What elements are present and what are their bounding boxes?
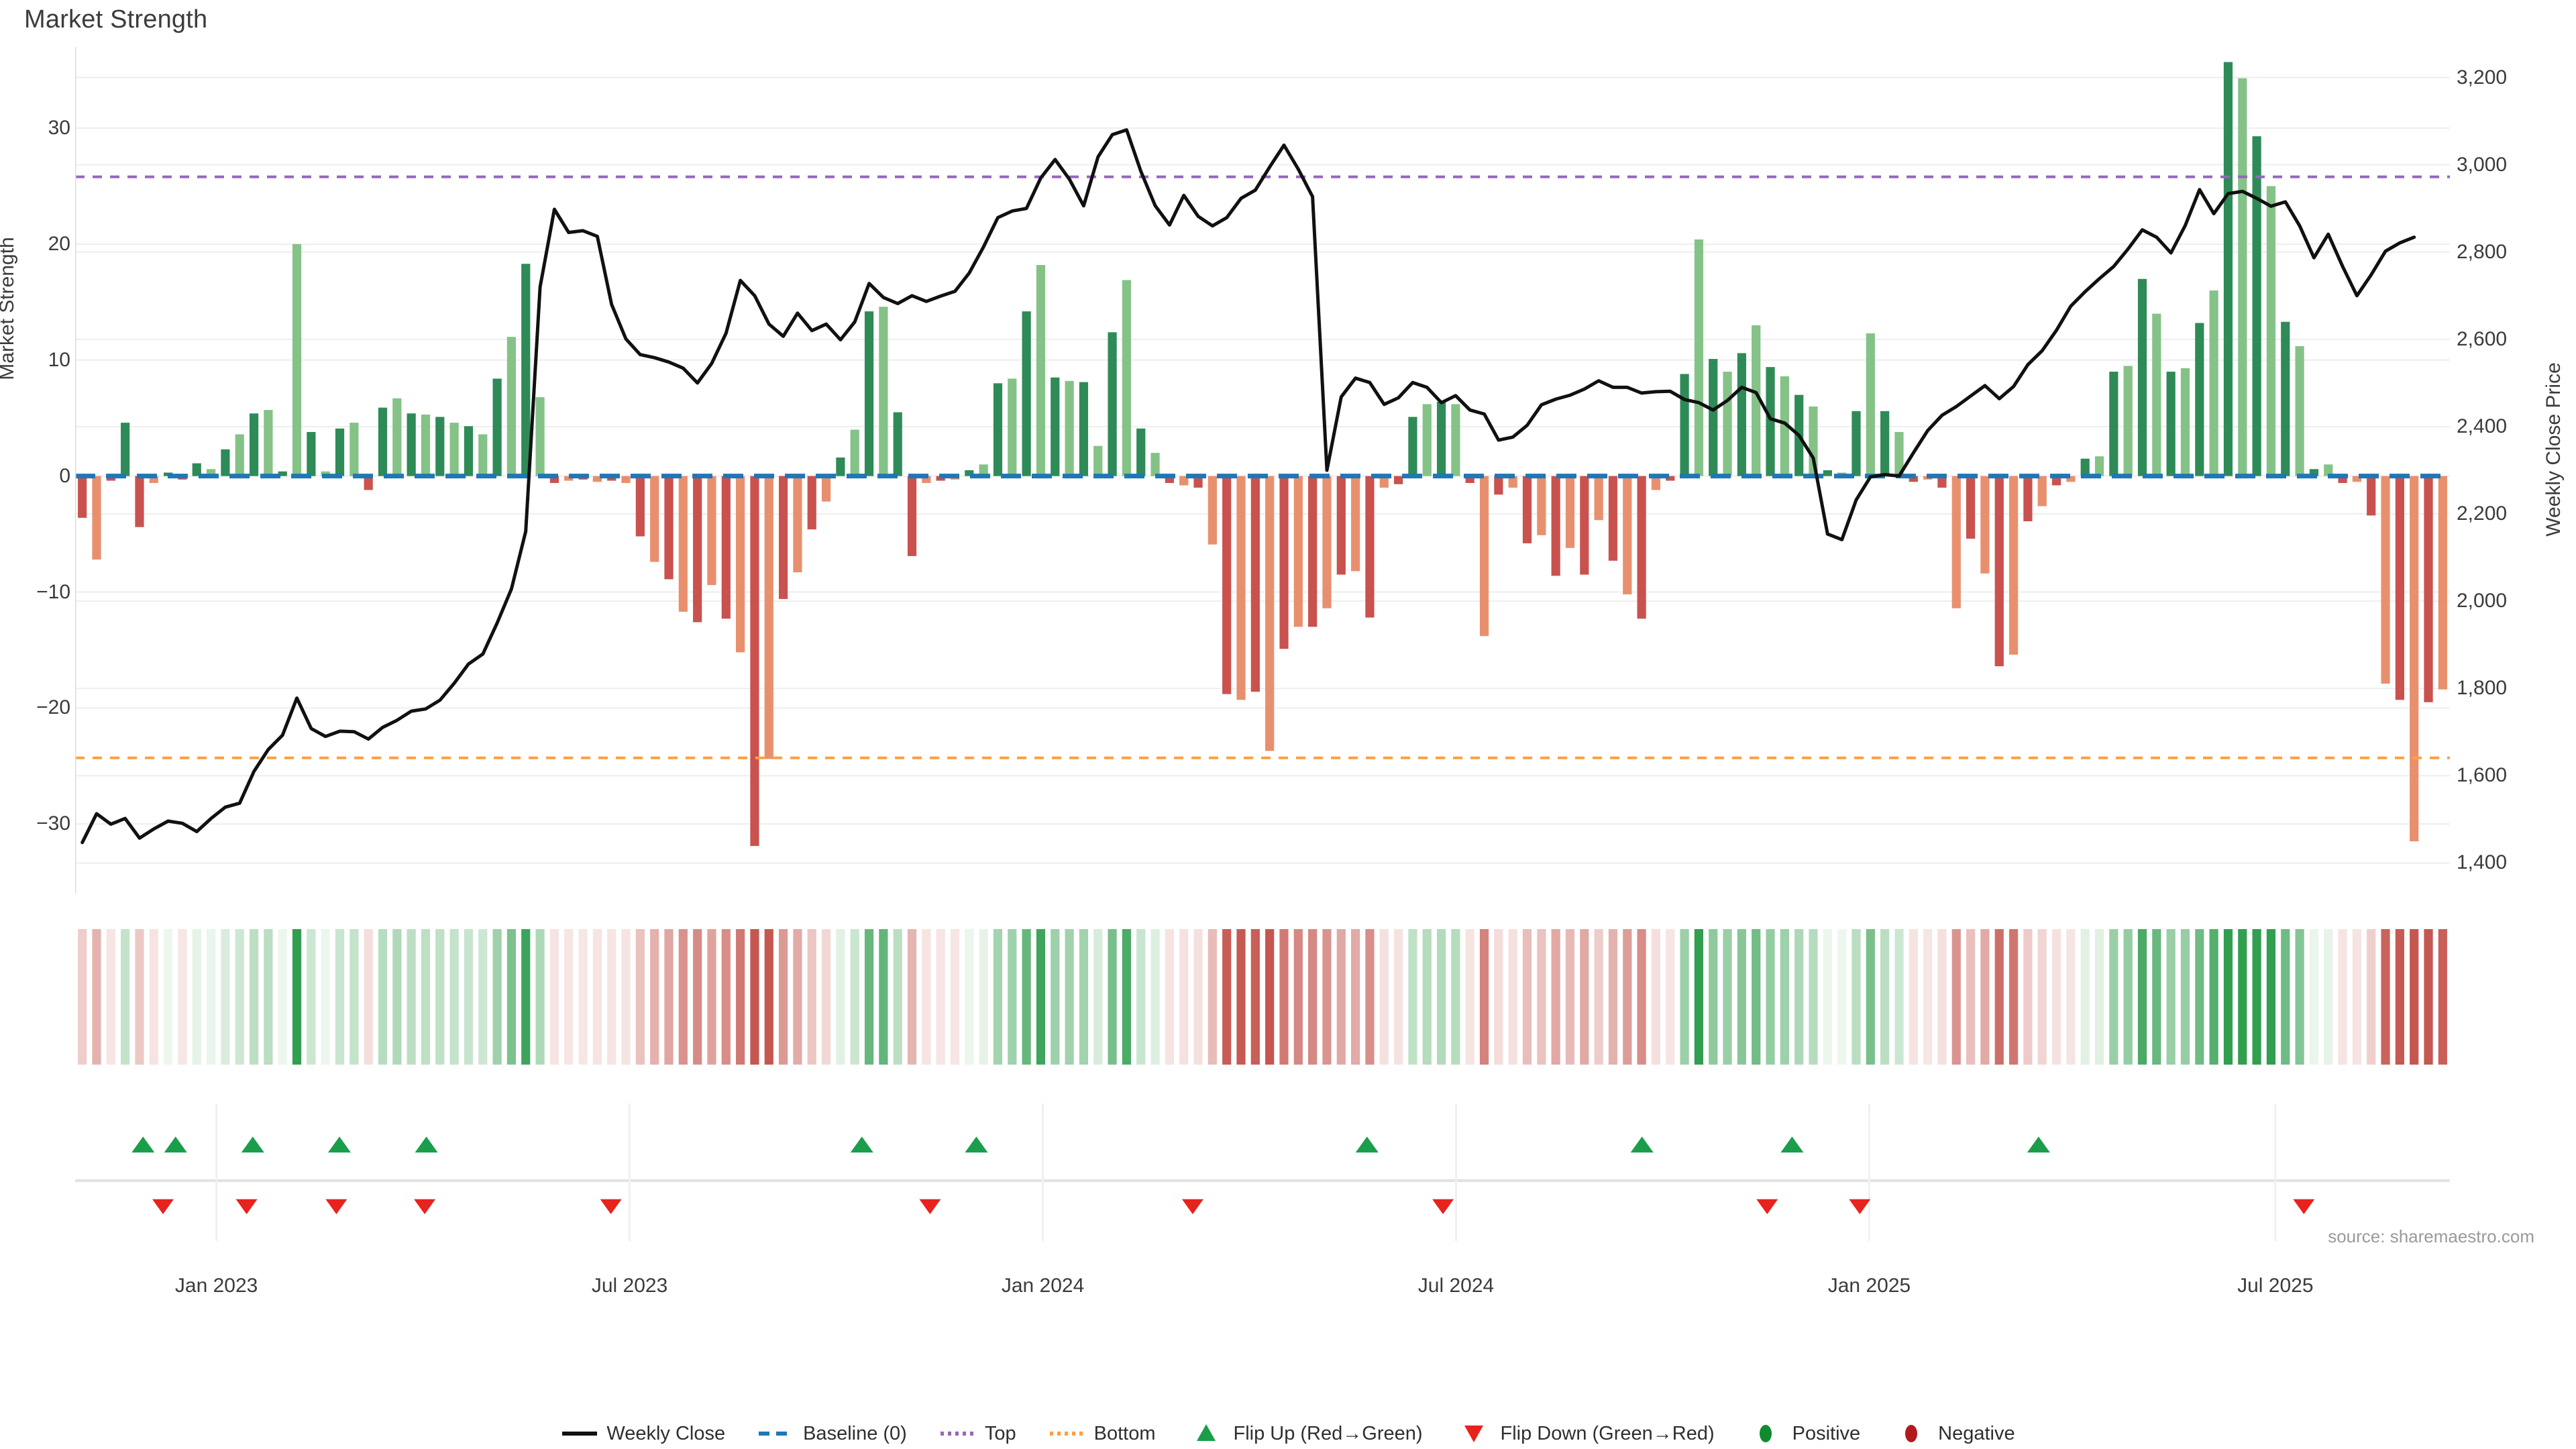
circle-darkred-icon [1905, 1425, 1918, 1442]
line-solid-black-icon [562, 1432, 598, 1436]
x-axis-tick: Jul 2024 [1417, 1275, 1495, 1297]
x-axis-tick: Jan 2024 [1001, 1275, 1085, 1297]
legend-item-label: Weekly Close [606, 1422, 726, 1444]
y-axis-right-tick: 1,400 [2457, 851, 2508, 874]
legend-item-label: Top [984, 1422, 1016, 1444]
line-dotted-orange-icon [1049, 1432, 1085, 1436]
source-note: source: sharemaestro.com [2328, 1226, 2534, 1246]
x-axis-tick: Jul 2025 [2237, 1275, 2314, 1297]
y-axis-right-tick: 2,200 [2457, 502, 2508, 525]
circle-green-icon [1759, 1425, 1772, 1442]
legend-item-label: Flip Up (Red→Green) [1233, 1422, 1423, 1444]
y-axis-left-tick: 0 [59, 464, 70, 487]
y-axis-right-tick: 3,000 [2457, 153, 2508, 176]
line-dashed-blue-icon [759, 1432, 794, 1436]
legend-item-label: Negative [1938, 1422, 2015, 1444]
y-axis-right-tick: 3,200 [2457, 66, 2508, 89]
y-axis-right-tick: 2,000 [2457, 590, 2508, 612]
y-axis-left-tick: −20 [36, 696, 70, 719]
main-chart-plot[interactable] [75, 47, 2450, 894]
x-axis-tick: Jul 2023 [591, 1275, 668, 1297]
y-axis-right-tick: 1,600 [2457, 764, 2508, 787]
flip-marker-rows[interactable] [75, 1073, 2450, 1248]
legend-item[interactable]: Flip Up (Red→Green) [1187, 1422, 1423, 1445]
y-axis-left-tick: −10 [36, 580, 70, 603]
legend-item-label: Flip Down (Green→Red) [1500, 1422, 1715, 1444]
x-axis-tick: Jan 2025 [1827, 1275, 1911, 1297]
y-axis-left-tick: 30 [48, 117, 70, 139]
page-title: Market Strength [24, 5, 208, 34]
legend-item-label: Baseline (0) [803, 1422, 907, 1444]
legend-item[interactable]: Weekly Close [561, 1422, 725, 1445]
legend-item-label: Positive [1792, 1422, 1861, 1444]
line-dotted-purple-icon [940, 1432, 975, 1436]
y-axis-right-tick: 2,400 [2457, 415, 2508, 437]
y-axis-right-tick: 2,800 [2457, 240, 2508, 263]
legend-item[interactable]: Positive [1747, 1422, 1861, 1445]
legend-item[interactable]: Flip Down (Green→Red) [1455, 1422, 1715, 1445]
x-axis-ticks: Jan 2023 Jul 2023 Jan 2024 Jul 2024 Jan 2025… [75, 1275, 2450, 1315]
y-axis-right-tick: 2,600 [2457, 327, 2508, 350]
strength-heatmap-strip[interactable] [75, 929, 2450, 1065]
triangle-down-red-icon [1464, 1426, 1483, 1442]
y-axis-right-ticks: 3,200 3,000 2,800 2,600 2,400 2,200 2,000 1,800… [2453, 47, 2573, 894]
strength-heatmap-svg [78, 929, 2447, 1065]
legend-item[interactable]: Negative [1892, 1422, 2015, 1445]
chart-legend: Weekly Close Baseline (0) Top Bottom Flip Up… [0, 1422, 2576, 1445]
x-axis-tick: Jan 2023 [174, 1275, 258, 1297]
main-chart-svg [75, 47, 2450, 894]
flip-marker-svg [75, 1104, 2450, 1241]
legend-item[interactable]: Bottom [1049, 1422, 1156, 1445]
y-axis-left-tick: 20 [48, 232, 70, 255]
y-axis-left-ticks: 30 20 10 0 −10 −20 −30 [0, 47, 72, 894]
legend-item[interactable]: Top [939, 1422, 1016, 1445]
legend-item[interactable]: Baseline (0) [757, 1422, 907, 1445]
y-axis-left-tick: −30 [36, 812, 70, 835]
triangle-up-green-icon [1197, 1424, 1216, 1441]
y-axis-left-tick: 10 [48, 348, 70, 371]
y-axis-right-tick: 1,800 [2457, 677, 2508, 700]
legend-item-label: Bottom [1093, 1422, 1156, 1444]
